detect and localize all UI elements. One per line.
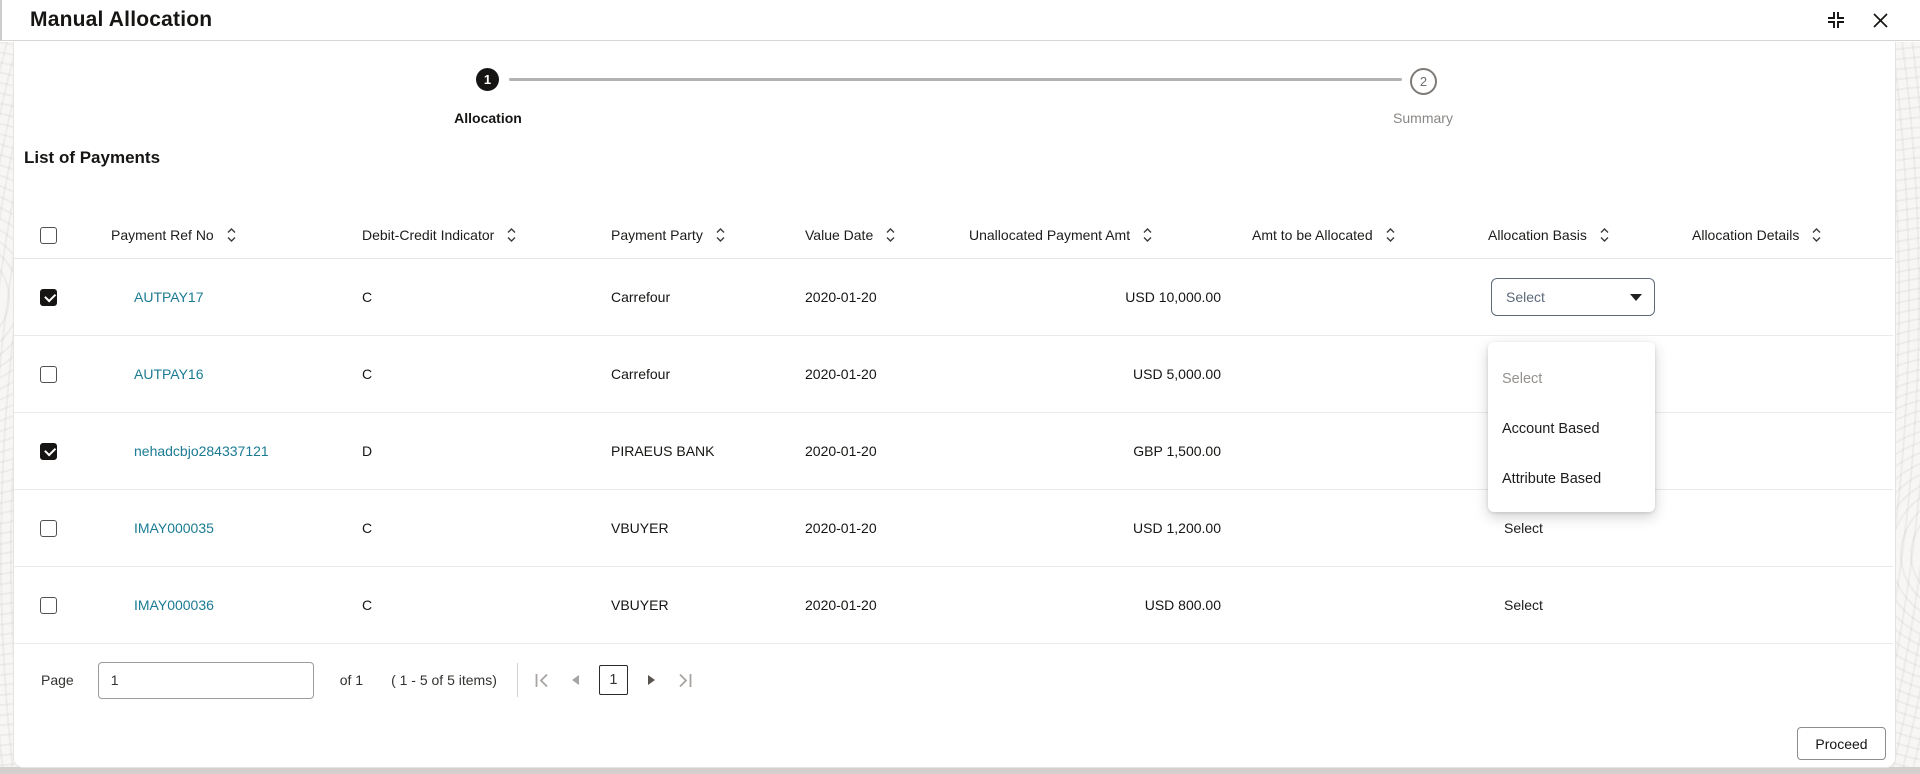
sort-icon[interactable] xyxy=(715,227,726,243)
col-header-debit-credit-indicator: Debit-Credit Indicator xyxy=(362,227,495,243)
page-of-text: of 1 xyxy=(339,672,364,688)
dropdown-option-select[interactable]: Select xyxy=(1502,371,1543,387)
value-date: 2020-01-20 xyxy=(805,366,877,382)
page-title: Manual Allocation xyxy=(30,8,213,31)
proceed-button[interactable]: Proceed xyxy=(1797,727,1886,760)
col-header-payment-ref-no: Payment Ref No xyxy=(111,227,214,243)
dc-indicator: C xyxy=(362,289,373,305)
col-header-allocation-details: Allocation Details xyxy=(1692,227,1800,243)
allocation-basis[interactable]: Select xyxy=(1504,597,1543,613)
step-2-circle[interactable]: 2 xyxy=(1410,68,1437,95)
row-checkbox[interactable] xyxy=(40,442,57,460)
next-page-icon[interactable] xyxy=(647,675,655,685)
pagination-bar: Page of 1 ( 1 - 5 of 5 items) 1 xyxy=(27,657,1882,703)
unallocated-amt: USD 5,000.00 xyxy=(1133,366,1221,382)
payment-party: PIRAEUS BANK xyxy=(611,443,715,459)
row-checkbox[interactable] xyxy=(40,365,57,383)
row-checkbox[interactable] xyxy=(40,596,57,614)
wizard-stepper: 1 2 Allocation Summary xyxy=(14,42,1895,142)
payment-ref-link[interactable]: AUTPAY17 xyxy=(134,289,204,305)
payment-ref-link[interactable]: AUTPAY16 xyxy=(134,366,204,382)
col-header-unallocated-payment-amt: Unallocated Payment Amt xyxy=(969,227,1131,243)
dc-indicator: D xyxy=(362,443,373,459)
payment-party: VBUYER xyxy=(611,520,669,536)
col-header-allocation-basis: Allocation Basis xyxy=(1488,227,1587,243)
col-header-payment-party: Payment Party xyxy=(611,227,703,243)
sort-icon[interactable] xyxy=(1811,227,1822,243)
prev-page-icon[interactable] xyxy=(571,675,579,685)
sort-icon[interactable] xyxy=(885,227,896,243)
bottom-strip xyxy=(0,767,1920,774)
col-header-amt-to-be-allocated: Amt to be Allocated xyxy=(1252,227,1373,243)
select-all-checkbox[interactable] xyxy=(40,226,57,244)
payment-party: Carrefour xyxy=(611,289,671,305)
collapse-window-icon[interactable] xyxy=(1824,8,1848,32)
dc-indicator: C xyxy=(362,366,373,382)
payment-party: VBUYER xyxy=(611,597,669,613)
unallocated-amt: GBP 1,500.00 xyxy=(1133,443,1221,459)
manual-allocation-panel: 1 2 Allocation Summary List of Payments … xyxy=(13,42,1896,768)
current-page-box[interactable]: 1 xyxy=(598,665,628,695)
table-row: AUTPAY16 C Carrefour 2020-01-20 USD 5,00… xyxy=(14,336,1893,413)
sort-icon[interactable] xyxy=(1142,227,1153,243)
sort-icon[interactable] xyxy=(1599,227,1610,243)
page-label: Page xyxy=(41,672,74,688)
page-input[interactable] xyxy=(97,661,314,699)
step-1-circle[interactable]: 1 xyxy=(476,68,499,91)
payment-ref-link[interactable]: nehadcbjo284337121 xyxy=(134,443,269,459)
last-page-icon[interactable] xyxy=(677,673,693,688)
step-2-label: Summary xyxy=(1393,110,1453,126)
payment-party: Carrefour xyxy=(611,366,671,382)
table-row: nehadcbjo284337121 D PIRAEUS BANK 2020-0… xyxy=(14,413,1893,490)
stepper-connector xyxy=(509,78,1402,81)
payment-ref-link[interactable]: IMAY000036 xyxy=(134,597,214,613)
allocation-basis-value: Select xyxy=(1506,289,1545,305)
col-header-value-date: Value Date xyxy=(805,227,874,243)
section-title: List of Payments xyxy=(24,148,161,167)
value-date: 2020-01-20 xyxy=(805,597,877,613)
table-row: IMAY000036 C VBUYER 2020-01-20 USD 800.0… xyxy=(14,567,1893,644)
dropdown-option-account-based[interactable]: Account Based xyxy=(1502,421,1600,437)
unallocated-amt: USD 10,000.00 xyxy=(1125,289,1221,305)
step-1-label: Allocation xyxy=(454,110,522,126)
dropdown-option-attribute-based[interactable]: Attribute Based xyxy=(1502,471,1602,487)
value-date: 2020-01-20 xyxy=(805,520,877,536)
first-page-icon[interactable] xyxy=(534,673,550,688)
table-header-row: Payment Ref No Debit-Credit Indicator Pa… xyxy=(14,212,1893,259)
row-checkbox[interactable] xyxy=(40,288,57,306)
window-titlebar: Manual Allocation xyxy=(0,0,1920,41)
items-count-text: ( 1 - 5 of 5 items) xyxy=(391,672,497,688)
sort-icon[interactable] xyxy=(226,227,237,243)
allocation-basis-select[interactable]: Select xyxy=(1491,278,1655,316)
dc-indicator: C xyxy=(362,520,373,536)
table-row: IMAY000035 C VBUYER 2020-01-20 USD 1,200… xyxy=(14,490,1893,567)
close-icon[interactable] xyxy=(1868,8,1892,32)
payment-ref-link[interactable]: IMAY000035 xyxy=(134,520,214,536)
value-date: 2020-01-20 xyxy=(805,443,877,459)
dc-indicator: C xyxy=(362,597,373,613)
unallocated-amt: USD 800.00 xyxy=(1144,597,1221,613)
allocation-basis-dropdown: Select Account Based Attribute Based xyxy=(1488,342,1655,512)
table-row: AUTPAY17 C Carrefour 2020-01-20 USD 10,0… xyxy=(14,259,1893,512)
unallocated-amt: USD 1,200.00 xyxy=(1133,520,1221,536)
sort-icon[interactable] xyxy=(1385,227,1396,243)
row-checkbox[interactable] xyxy=(40,519,57,537)
payments-table: Payment Ref No Debit-Credit Indicator Pa… xyxy=(14,212,1893,644)
sort-icon[interactable] xyxy=(506,227,517,243)
value-date: 2020-01-20 xyxy=(805,289,877,305)
chevron-down-icon xyxy=(1630,293,1642,301)
pagination-divider xyxy=(516,663,518,697)
allocation-basis[interactable]: Select xyxy=(1504,520,1543,536)
